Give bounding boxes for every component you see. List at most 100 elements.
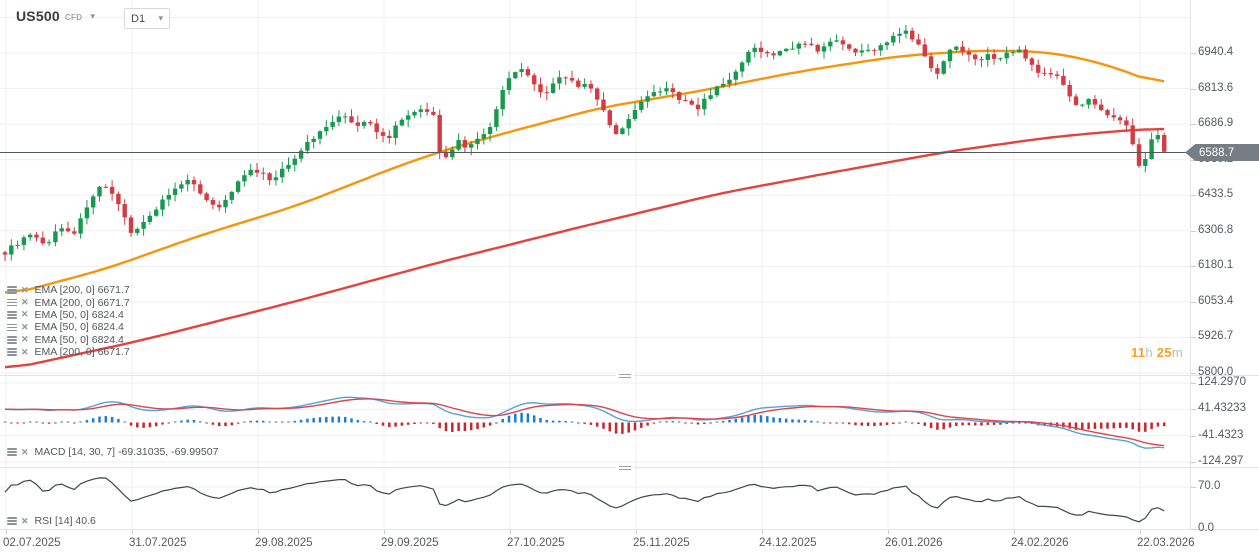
date-label: 02.07.2025 — [3, 537, 61, 549]
axis-tick — [1191, 529, 1196, 530]
indicator-legend-row: ✕ EMA [50, 0] 6824.4 — [7, 334, 130, 346]
axis-tick — [1191, 383, 1196, 384]
symbol-selector[interactable]: US500 CFD ▾ — [16, 8, 95, 24]
time-axis-tick — [762, 530, 763, 534]
symbol-type-label: CFD — [64, 13, 83, 22]
current-price-line — [0, 152, 1190, 153]
macd-axis-label: 124.2970 — [1198, 376, 1246, 388]
price-axis-label: 6433.5 — [1198, 188, 1234, 200]
indicator-settings-icon[interactable] — [7, 517, 17, 525]
indicator-remove-icon[interactable]: ✕ — [21, 309, 29, 320]
indicator-label: RSI [14] 40.6 — [34, 515, 96, 527]
time-axis-tick — [636, 530, 637, 534]
time-axis-tick — [510, 530, 511, 534]
price-axis-label: 6180.1 — [1198, 259, 1234, 271]
axis-tick — [1191, 266, 1196, 267]
timer-hours: 11 — [1131, 345, 1146, 360]
indicator-settings-icon[interactable] — [7, 311, 17, 319]
panel-resize-handle[interactable] — [616, 371, 634, 380]
indicator-remove-icon[interactable]: ✕ — [21, 321, 29, 332]
macd-axis-label: -41.4323 — [1198, 429, 1244, 441]
indicator-legend-row: ✕ EMA [200, 0] 6671.7 — [7, 284, 130, 296]
date-label: 24.12.2025 — [759, 537, 817, 549]
date-label: 29.09.2025 — [381, 537, 439, 549]
indicator-label: EMA [50, 0] 6824.4 — [34, 321, 124, 334]
indicator-remove-icon[interactable]: ✕ — [21, 297, 29, 308]
time-axis-tick — [888, 530, 889, 534]
indicator-legend-row: ✕ EMA [200, 0] 6671.7 — [7, 296, 130, 309]
price-axis-label: 6813.6 — [1198, 82, 1234, 94]
date-label: 22.03.2026 — [1137, 537, 1195, 549]
timeframe-selector[interactable]: D1 ▾ — [124, 8, 170, 29]
candle-countdown-timer: 11h 25m — [1131, 345, 1183, 360]
symbol-name: US500 — [16, 8, 60, 24]
axis-tick — [1191, 302, 1196, 303]
date-label: 29.08.2025 — [255, 537, 313, 549]
axis-tick — [1191, 53, 1196, 54]
timer-minutes: 25 — [1156, 345, 1172, 360]
panel-separator — [0, 529, 1259, 530]
axis-tick — [1191, 337, 1196, 338]
macd-axis-label: -124.297 — [1198, 455, 1244, 467]
date-label: 24.02.2026 — [1011, 537, 1069, 549]
axis-tick — [1191, 409, 1196, 410]
time-axis-tick — [1014, 530, 1015, 534]
price-axis-label: 6306.8 — [1198, 224, 1234, 236]
timer-minutes-unit: m — [1171, 345, 1183, 360]
indicator-label: MACD [14, 30, 7] -69.31035, -69.99507 — [34, 446, 219, 458]
macd-axis-label: 41.43233 — [1198, 402, 1246, 414]
macd-legend: ✕ MACD [14, 30, 7] -69.31035, -69.99507 — [7, 445, 218, 459]
time-axis-tick — [258, 530, 259, 534]
indicator-remove-icon[interactable]: ✕ — [21, 346, 29, 357]
indicator-legend-row: ✕ EMA [50, 0] 6824.4 — [7, 321, 130, 333]
time-axis-tick — [384, 530, 385, 534]
chart-canvas[interactable] — [0, 0, 1190, 530]
price-axis-label: 5926.7 — [1198, 330, 1234, 342]
timeframe-value: D1 — [131, 12, 146, 25]
chevron-down-icon: ▾ — [90, 10, 95, 21]
panel-resize-handle[interactable] — [616, 463, 634, 472]
indicator-settings-icon[interactable] — [7, 298, 17, 307]
indicator-label: EMA [50, 0] 6824.4 — [34, 308, 124, 321]
indicator-remove-icon[interactable]: ✕ — [21, 515, 29, 526]
axis-tick — [1191, 124, 1196, 125]
date-label: 27.10.2025 — [507, 537, 565, 549]
axis-tick — [1191, 160, 1196, 161]
axis-tick — [1191, 231, 1196, 232]
time-axis[interactable]: 02.07.2025 31.07.2025 29.08.2025 29.09.2025… — [0, 530, 1259, 560]
indicator-remove-icon[interactable]: ✕ — [21, 334, 29, 345]
timer-hours-unit: h — [1145, 345, 1153, 360]
rsi-axis-label: 70.0 — [1198, 480, 1221, 492]
rsi-legend: ✕ RSI [14] 40.6 — [7, 514, 96, 528]
indicator-label: EMA [200, 0] 6671.7 — [34, 284, 130, 297]
indicator-remove-icon[interactable]: ✕ — [21, 284, 29, 295]
indicator-settings-icon[interactable] — [7, 336, 17, 344]
indicator-settings-icon[interactable] — [7, 448, 17, 456]
indicator-settings-icon[interactable] — [7, 323, 17, 332]
indicator-label: EMA [200, 0] 6671.7 — [34, 346, 130, 359]
time-axis-tick — [132, 530, 133, 534]
price-axis-label: 6940.4 — [1198, 46, 1234, 58]
current-price-badge: 6588.7 — [1185, 144, 1259, 161]
price-axis[interactable]: 6940.46813.66686.96560.26433.56306.86180… — [1190, 0, 1259, 534]
axis-tick — [1191, 487, 1196, 488]
indicator-label: EMA [200, 0] 6671.7 — [34, 296, 130, 309]
rsi-axis-label: 0.0 — [1198, 522, 1214, 534]
current-price-value: 6588.7 — [1199, 146, 1235, 159]
axis-tick — [1191, 462, 1196, 463]
indicator-legend-row: ✕ EMA [50, 0] 6824.4 — [7, 309, 130, 321]
indicator-legend: ✕ EMA [200, 0] 6671.7 ✕ EMA [200, 0] 6671.7… — [7, 284, 130, 358]
indicator-remove-icon[interactable]: ✕ — [21, 446, 29, 457]
axis-tick — [1191, 436, 1196, 437]
axis-tick — [1191, 195, 1196, 196]
indicator-settings-icon[interactable] — [7, 286, 17, 294]
time-axis-tick — [1140, 530, 1141, 534]
chevron-down-icon: ▾ — [158, 13, 163, 23]
indicator-settings-icon[interactable] — [7, 348, 17, 356]
date-label: 31.07.2025 — [129, 537, 187, 549]
date-label: 26.01.2026 — [885, 537, 943, 549]
indicator-legend-row: ✕ EMA [200, 0] 6671.7 — [7, 346, 130, 358]
price-axis-label: 6053.4 — [1198, 295, 1234, 307]
indicator-label: EMA [50, 0] 6824.4 — [34, 333, 124, 346]
